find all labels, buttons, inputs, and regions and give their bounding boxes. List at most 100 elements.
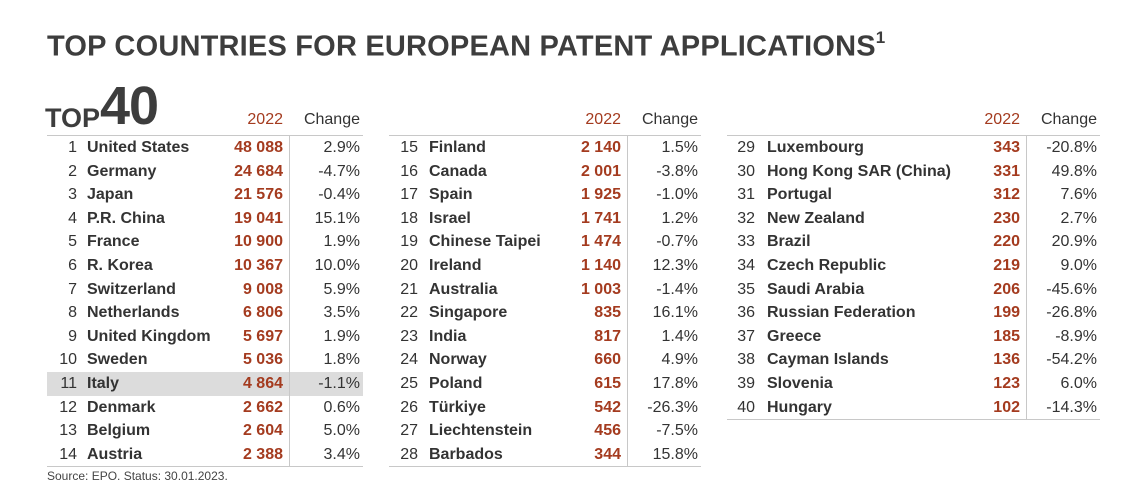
country-cell: Luxembourg [767, 139, 864, 156]
country-cell: Finland [429, 139, 486, 156]
table-row: 24 Norway 660 4.9% [389, 348, 701, 372]
table-row: 1 United States 48 088 2.9% [47, 136, 363, 160]
country-cell: Greece [767, 327, 822, 345]
rank-cell: 30 [737, 162, 755, 180]
change-cell: 1.5% [661, 139, 698, 156]
table-row: 2 Germany 24 684 -4.7% [47, 160, 363, 184]
table-row: 16 Canada 2 001 -3.8% [389, 160, 701, 184]
rank-cell: 1 [68, 139, 77, 156]
country-cell: Singapore [429, 304, 508, 322]
country-cell: Cayman Islands [767, 351, 889, 369]
table-row: 31 Portugal 312 7.6% [727, 183, 1100, 207]
rank-cell: 38 [737, 351, 755, 369]
header-year: 2022 [984, 111, 1020, 128]
table-row: 17 Spain 1 925 -1.0% [389, 183, 701, 207]
table-row: 35 Saudi Arabia 206 -45.6% [727, 278, 1100, 302]
value-cell: 660 [594, 351, 621, 369]
change-cell: -4.7% [318, 162, 360, 180]
change-cell: -1.0% [656, 186, 698, 204]
rank-cell: 14 [59, 445, 77, 463]
value-cell: 19 041 [234, 209, 283, 227]
table-row: 3 Japan 21 576 -0.4% [47, 183, 363, 207]
rank-cell: 26 [400, 398, 418, 416]
table-row: 29 Luxembourg 343 -20.8% [727, 136, 1100, 160]
table-row: 25 Poland 615 17.8% [389, 372, 701, 396]
rank-cell: 7 [68, 280, 77, 298]
rank-cell: 18 [400, 209, 418, 227]
value-cell: 219 [993, 256, 1020, 274]
rank-cell: 22 [400, 304, 418, 322]
rank-cell: 17 [400, 186, 418, 204]
title-text: TOP COUNTRIES FOR EUROPEAN PATENT APPLIC… [47, 30, 876, 63]
value-cell: 10 900 [234, 233, 283, 251]
value-cell: 343 [993, 139, 1020, 156]
country-cell: France [87, 233, 140, 251]
source-note: Source: EPO. Status: 30.01.2023. [47, 469, 228, 483]
value-cell: 5 036 [242, 351, 283, 369]
country-cell: Sweden [87, 351, 148, 369]
change-cell: 1.8% [323, 351, 360, 369]
change-cell: 6.0% [1060, 374, 1097, 392]
country-cell: R. Korea [87, 256, 153, 274]
change-cell: 12.3% [652, 256, 698, 274]
header-year: 2022 [585, 111, 621, 128]
change-cell: -1.4% [656, 280, 698, 298]
table-row: 23 India 817 1.4% [389, 325, 701, 349]
rank-cell: 23 [400, 327, 418, 345]
change-cell: 10.0% [314, 256, 360, 274]
rank-cell: 20 [400, 256, 418, 274]
header-year: 2022 [247, 111, 283, 128]
value-cell: 185 [993, 327, 1020, 345]
rank-cell: 9 [68, 327, 77, 345]
table-row: 28 Barbados 344 15.8% [389, 443, 701, 467]
rank-cell: 39 [737, 374, 755, 392]
table-row: 37 Greece 185 -8.9% [727, 325, 1100, 349]
change-cell: -1.1% [318, 374, 360, 392]
country-cell: India [429, 327, 467, 345]
country-cell: Japan [87, 186, 134, 204]
country-cell: United Kingdom [87, 327, 211, 345]
rank-cell: 8 [68, 304, 77, 322]
change-cell: -0.7% [656, 233, 698, 251]
title-footnote-marker: 1 [875, 28, 886, 47]
rank-cell: 34 [737, 256, 755, 274]
header-change: Change [303, 111, 360, 128]
table-row: 27 Liechtenstein 456 -7.5% [389, 419, 701, 443]
page-title: TOP COUNTRIES FOR EUROPEAN PATENT APPLIC… [47, 28, 886, 64]
change-cell: 2.7% [1060, 209, 1097, 227]
change-cell: 2.9% [323, 139, 360, 156]
change-cell: 9.0% [1060, 256, 1097, 274]
change-cell: 1.2% [661, 209, 698, 227]
country-cell: Brazil [767, 233, 811, 251]
rank-cell: 24 [400, 351, 418, 369]
table-body: 15 Finland 2 140 1.5% 16 Canada 2 001 -3.8% 17 Sp… [389, 135, 701, 468]
table-row: 19 Chinese Taipei 1 474 -0.7% [389, 230, 701, 254]
change-cell: -7.5% [656, 422, 698, 440]
change-cell: -26.3% [647, 398, 698, 416]
country-cell: Australia [429, 280, 498, 298]
table-row: 4 P.R. China 19 041 15.1% [47, 207, 363, 231]
table-row: 9 United Kingdom 5 697 1.9% [47, 325, 363, 349]
change-cell: 3.4% [323, 445, 360, 463]
value-cell: 4 864 [242, 374, 283, 392]
table-row: 18 Israel 1 741 1.2% [389, 207, 701, 231]
change-cell: -54.2% [1046, 351, 1097, 369]
top40-badge: TOP40 [45, 79, 159, 136]
country-cell: P.R. China [87, 209, 165, 227]
rank-cell: 40 [737, 398, 755, 416]
table-row: 7 Switzerland 9 008 5.9% [47, 278, 363, 302]
value-cell: 5 697 [242, 327, 283, 345]
rank-cell: 2 [68, 162, 77, 180]
value-cell: 817 [594, 327, 621, 345]
column-divider [627, 135, 628, 468]
country-cell: Russian Federation [767, 304, 916, 322]
change-cell: 0.6% [323, 398, 360, 416]
table-row: 11 Italy 4 864 -1.1% [47, 371, 363, 396]
rank-cell: 3 [68, 186, 77, 204]
rank-cell: 12 [59, 398, 77, 416]
change-cell: -26.8% [1046, 304, 1097, 322]
value-cell: 1 140 [580, 256, 621, 274]
table-row: 22 Singapore 835 16.1% [389, 301, 701, 325]
change-cell: 15.1% [314, 209, 360, 227]
country-cell: Ireland [429, 256, 482, 274]
